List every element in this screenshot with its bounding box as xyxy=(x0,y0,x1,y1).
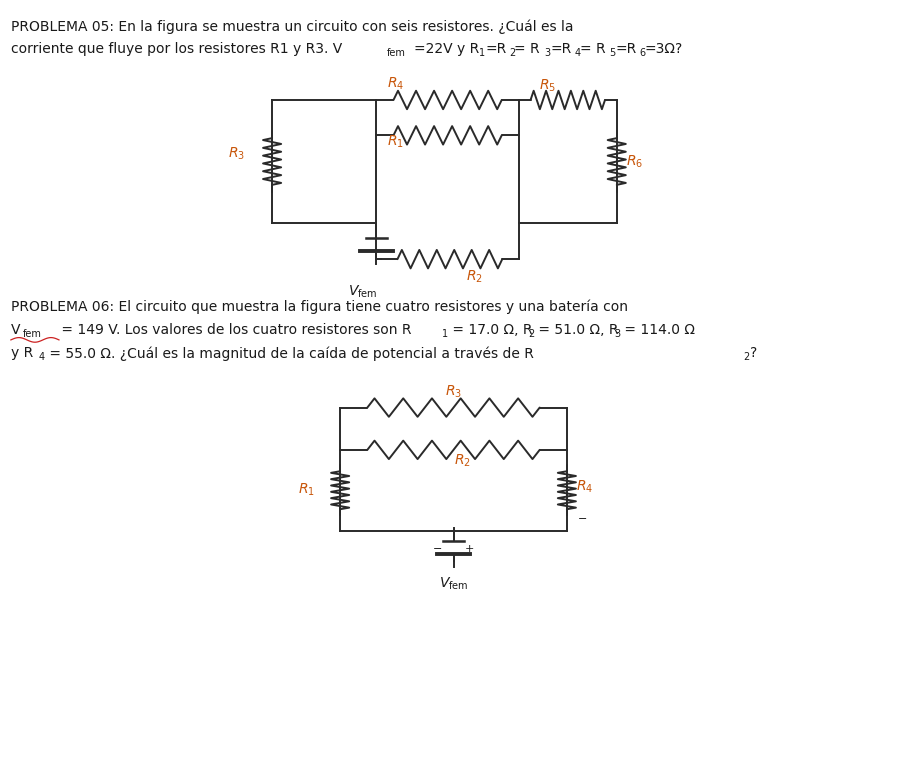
Text: $V_{\rm fem}$: $V_{\rm fem}$ xyxy=(439,575,468,591)
Text: $R_4$: $R_4$ xyxy=(576,478,593,494)
Text: $R_3$: $R_3$ xyxy=(445,384,462,400)
Text: $R_5$: $R_5$ xyxy=(539,78,556,94)
Text: 4: 4 xyxy=(39,352,45,362)
Text: =R: =R xyxy=(485,42,506,56)
Text: 2: 2 xyxy=(509,48,515,58)
Text: 5: 5 xyxy=(610,48,616,58)
Text: $R_6$: $R_6$ xyxy=(626,153,643,170)
Text: $R_1$: $R_1$ xyxy=(297,482,315,498)
Text: corriente que fluye por los resistores R1 y R3. V: corriente que fluye por los resistores R… xyxy=(11,42,342,56)
Text: 6: 6 xyxy=(639,48,646,58)
Text: fem: fem xyxy=(23,329,42,339)
Text: PROBLEMA 05: En la figura se muestra un circuito con seis resistores. ¿Cuál es l: PROBLEMA 05: En la figura se muestra un … xyxy=(11,19,573,34)
Text: = R: = R xyxy=(514,42,540,56)
Text: y R: y R xyxy=(11,346,34,360)
Text: = 51.0 Ω, R: = 51.0 Ω, R xyxy=(534,323,619,337)
Text: = 114.0 Ω: = 114.0 Ω xyxy=(620,323,696,337)
Text: PROBLEMA 06: El circuito que muestra la figura tiene cuatro resistores y una bat: PROBLEMA 06: El circuito que muestra la … xyxy=(11,300,628,315)
Text: 4: 4 xyxy=(574,48,580,58)
Text: 1: 1 xyxy=(442,329,448,339)
Text: =R: =R xyxy=(616,42,637,56)
Text: = R: = R xyxy=(580,42,605,56)
Text: =22V y R: =22V y R xyxy=(414,42,480,56)
Text: +: + xyxy=(464,544,473,554)
Text: −: − xyxy=(434,544,443,554)
Text: = 17.0 Ω, R: = 17.0 Ω, R xyxy=(448,323,532,337)
Text: 2: 2 xyxy=(744,352,750,362)
Text: $R_4$: $R_4$ xyxy=(387,76,405,92)
Text: = 149 V. Los valores de los cuatro resistores son R: = 149 V. Los valores de los cuatro resis… xyxy=(57,323,412,337)
Text: 3: 3 xyxy=(544,48,551,58)
Text: V: V xyxy=(11,323,20,337)
Text: = 55.0 Ω. ¿Cuál es la magnitud de la caída de potencial a través de R: = 55.0 Ω. ¿Cuál es la magnitud de la caí… xyxy=(45,346,534,361)
Text: 2: 2 xyxy=(528,329,534,339)
Text: $R_2$: $R_2$ xyxy=(454,453,471,469)
Text: −: − xyxy=(578,514,587,524)
Text: =R: =R xyxy=(551,42,571,56)
Text: ?: ? xyxy=(750,346,757,360)
Text: fem: fem xyxy=(387,48,406,58)
Text: $R_2$: $R_2$ xyxy=(466,268,483,285)
Text: $R_3$: $R_3$ xyxy=(228,145,245,162)
Text: 3: 3 xyxy=(614,329,620,339)
Text: $R_1$: $R_1$ xyxy=(387,134,405,150)
Text: =3Ω?: =3Ω? xyxy=(645,42,683,56)
Text: 1: 1 xyxy=(479,48,485,58)
Text: $V_{\rm fem}$: $V_{\rm fem}$ xyxy=(348,284,377,300)
